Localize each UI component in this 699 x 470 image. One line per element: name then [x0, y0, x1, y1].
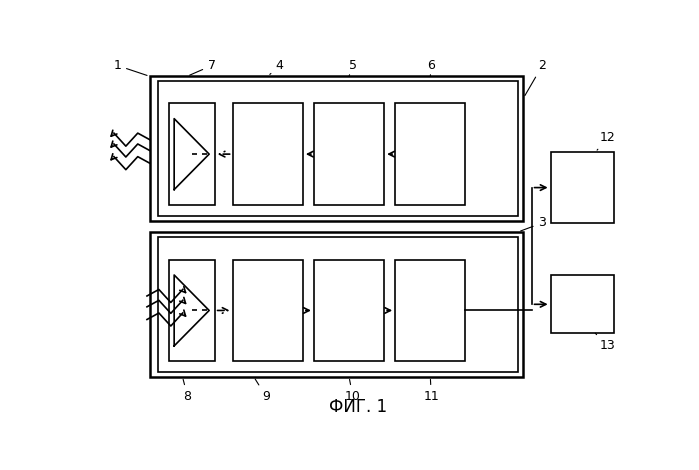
Text: 4: 4 — [270, 59, 284, 74]
Bar — [395, 103, 466, 205]
Bar — [158, 81, 518, 216]
Text: ФИГ. 1: ФИГ. 1 — [329, 399, 387, 416]
Bar — [150, 232, 524, 376]
Text: 1: 1 — [113, 59, 147, 75]
Bar — [395, 260, 466, 361]
Bar — [314, 103, 384, 205]
Text: 13: 13 — [596, 333, 615, 352]
Bar — [158, 236, 518, 372]
Text: 9: 9 — [255, 379, 270, 403]
Bar — [168, 103, 215, 205]
Text: 3: 3 — [521, 216, 547, 231]
Bar — [150, 76, 524, 221]
Bar — [168, 260, 215, 361]
Text: 6: 6 — [427, 59, 435, 76]
Text: 5: 5 — [349, 59, 356, 76]
Text: 11: 11 — [424, 379, 439, 403]
Text: 8: 8 — [183, 379, 192, 403]
Text: 12: 12 — [597, 131, 615, 150]
Bar — [551, 275, 614, 333]
Text: 7: 7 — [189, 59, 216, 75]
Bar — [551, 152, 614, 223]
Text: 2: 2 — [525, 59, 547, 95]
Bar — [233, 260, 303, 361]
Bar — [314, 260, 384, 361]
Bar — [233, 103, 303, 205]
Text: 10: 10 — [345, 379, 361, 403]
